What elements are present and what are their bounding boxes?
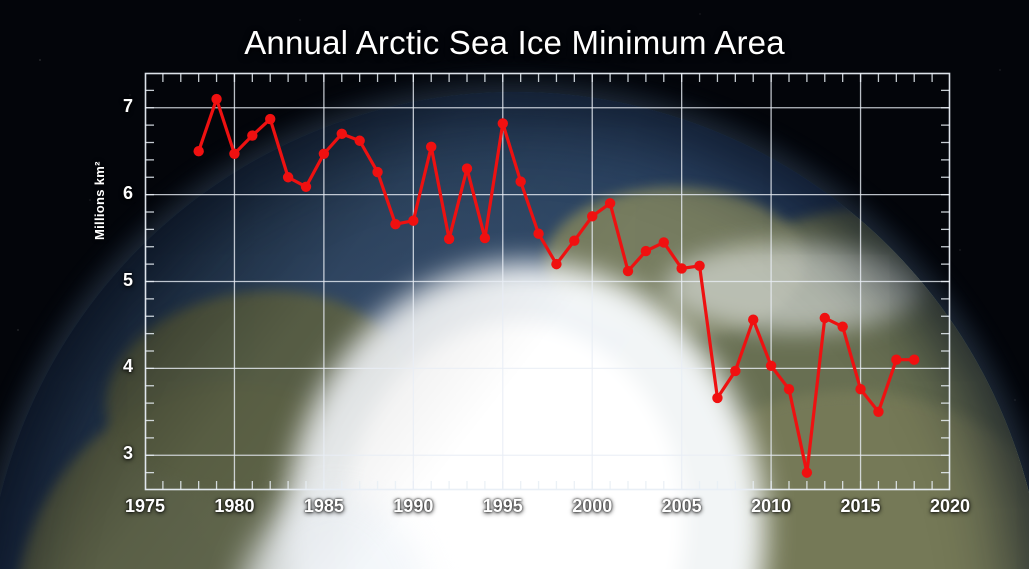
data-point-1983 xyxy=(282,172,294,183)
data-point-1981 xyxy=(247,130,258,141)
x-tick-2000: 2000 xyxy=(572,496,613,516)
data-point-1978 xyxy=(193,145,204,157)
data-point-1999 xyxy=(569,235,580,246)
data-point-1998 xyxy=(551,258,562,270)
data-point-1989 xyxy=(390,218,401,230)
major-gridlines xyxy=(145,73,950,490)
data-point-2006 xyxy=(694,260,705,272)
plot-area xyxy=(144,72,951,491)
y-tick-4: 4 xyxy=(122,356,133,377)
x-tick-1985: 1985 xyxy=(303,496,344,516)
data-point-1992 xyxy=(443,233,455,245)
data-point-2016 xyxy=(873,406,884,418)
y-tick-6: 6 xyxy=(122,182,133,203)
line-chart xyxy=(144,72,951,491)
data-point-1995 xyxy=(497,118,508,129)
data-point-1993 xyxy=(461,163,473,174)
data-point-2009 xyxy=(748,314,759,325)
data-point-1988 xyxy=(372,166,383,178)
data-point-1982 xyxy=(265,113,276,125)
data-point-2001 xyxy=(604,198,616,209)
data-point-1996 xyxy=(515,176,526,187)
data-point-2004 xyxy=(658,237,669,248)
data-point-2000 xyxy=(587,211,598,222)
y-axis-label: Millions km² xyxy=(92,161,107,240)
data-point-markers xyxy=(193,93,920,478)
page-title: Annual Arctic Sea Ice Minimum Area xyxy=(244,24,785,61)
data-point-2007 xyxy=(712,392,723,404)
data-point-2002 xyxy=(622,265,634,277)
x-tick-1980: 1980 xyxy=(214,496,255,516)
data-point-1990 xyxy=(408,215,419,226)
data-point-1986 xyxy=(336,128,347,140)
x-tick-2015: 2015 xyxy=(840,496,881,516)
data-point-1997 xyxy=(533,228,544,239)
data-point-2017 xyxy=(891,354,902,365)
x-tick-2020: 2020 xyxy=(929,496,971,516)
data-point-2005 xyxy=(676,263,687,274)
data-point-1979 xyxy=(211,93,222,105)
data-point-2011 xyxy=(783,384,795,395)
plot-frame xyxy=(144,72,951,491)
data-point-1985 xyxy=(318,148,330,159)
y-tick-3: 3 xyxy=(122,443,133,464)
data-point-2008 xyxy=(730,365,741,377)
data-point-1991 xyxy=(426,141,437,153)
data-point-2014 xyxy=(837,321,848,332)
data-point-1987 xyxy=(354,135,365,146)
data-point-2013 xyxy=(819,312,830,324)
x-tick-1975: 1975 xyxy=(124,496,166,516)
x-tick-2010: 2010 xyxy=(751,496,792,516)
y-tick-5: 5 xyxy=(122,269,133,290)
data-point-2015 xyxy=(855,384,866,395)
data-point-2012 xyxy=(801,467,813,478)
data-point-2003 xyxy=(640,245,652,257)
data-point-1984 xyxy=(300,181,312,193)
x-tick-1990: 1990 xyxy=(393,496,434,516)
data-point-1980 xyxy=(229,148,240,159)
y-tick-7: 7 xyxy=(122,95,133,116)
data-point-1994 xyxy=(479,232,491,244)
data-line-sea-ice xyxy=(197,97,916,475)
data-point-2010 xyxy=(765,360,777,371)
x-tick-2005: 2005 xyxy=(661,496,702,516)
x-tick-1995: 1995 xyxy=(482,496,523,516)
data-point-2018 xyxy=(909,354,920,365)
